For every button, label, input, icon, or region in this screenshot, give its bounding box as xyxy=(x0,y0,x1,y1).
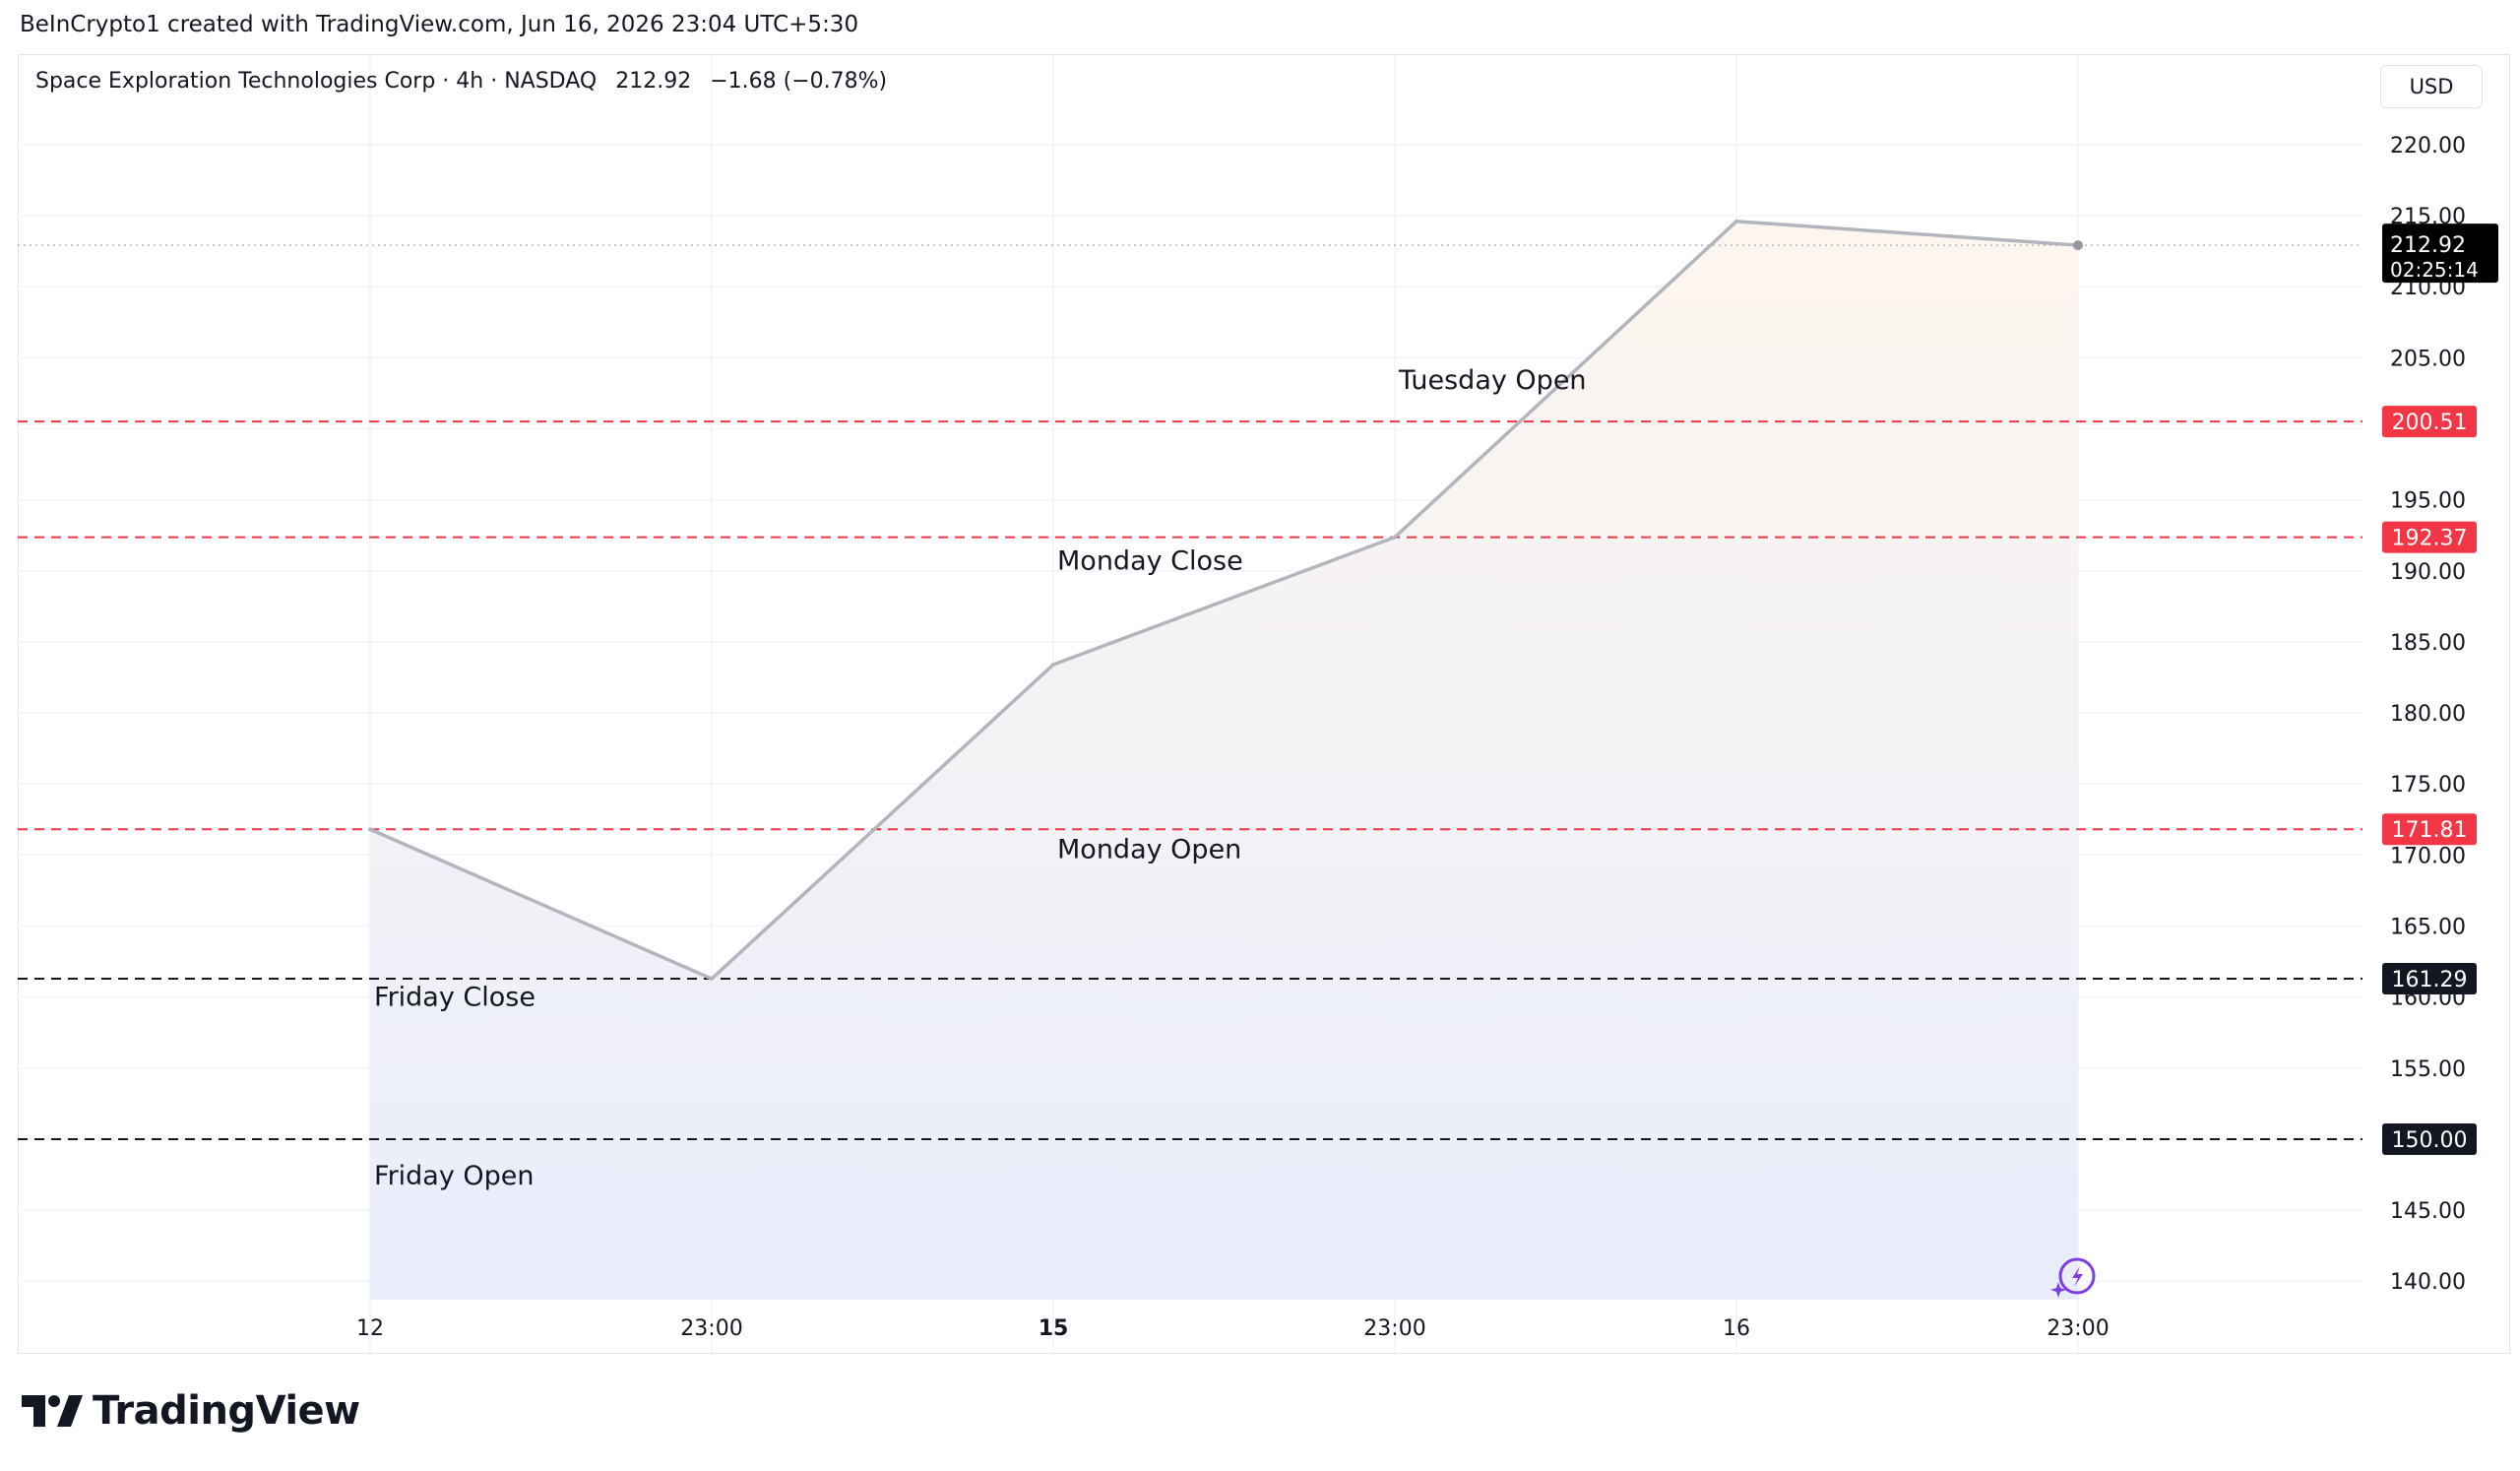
x-tick-label: 23:00 xyxy=(2047,1316,2109,1341)
annotations: Tuesday Open Monday Close Monday Open Frida… xyxy=(374,365,1587,1191)
countdown-label: 02:25:14 xyxy=(2390,258,2479,282)
brand-name: TradingView xyxy=(93,1388,360,1434)
tradingview-logo[interactable]: TradingView xyxy=(22,1388,360,1434)
y-tick-label: 170.00 xyxy=(2390,844,2466,868)
level-badge xyxy=(2382,521,2477,553)
level-badge xyxy=(2382,813,2477,846)
chart-frame[interactable] xyxy=(18,54,2510,1354)
data-point[interactable] xyxy=(368,827,372,832)
price-axis[interactable]: 220.00215.00210.00205.00200.00195.00190.… xyxy=(2390,134,2466,1295)
price-badges: 200.51 192.37 171.81 161.29 150.00 212.9202:2… xyxy=(2382,224,2498,1155)
series-line[interactable] xyxy=(369,220,2079,981)
currency-button[interactable]: USD xyxy=(2380,65,2483,108)
legend-price: 212.92 xyxy=(615,69,692,94)
tradingview-logo-icon xyxy=(22,1395,83,1427)
x-tick-label: 16 xyxy=(1723,1316,1750,1341)
chart-credit: BeInCrypto1 created with TradingView.com… xyxy=(20,12,859,37)
area-fill-path xyxy=(370,221,2078,1301)
level-badge xyxy=(2382,406,2477,438)
data-point[interactable] xyxy=(1051,663,1055,668)
annotation-label: Friday Open xyxy=(374,1161,535,1191)
data-point[interactable] xyxy=(710,977,714,982)
data-point[interactable] xyxy=(1393,535,1397,540)
symbol-title: Space Exploration Technologies Corp · 4h… xyxy=(35,69,598,94)
area-fill xyxy=(370,221,2078,1301)
annotation-label: Friday Close xyxy=(374,982,536,1012)
y-tick-label: 185.00 xyxy=(2390,631,2466,656)
y-tick-label: 220.00 xyxy=(2390,134,2466,159)
y-tick-label: 145.00 xyxy=(2390,1199,2466,1224)
annotation-label: Monday Close xyxy=(1057,545,1243,576)
last-price-label: 212.92 xyxy=(2390,233,2466,258)
y-tick-label: 140.00 xyxy=(2390,1270,2466,1295)
spark-lightning-icon[interactable] xyxy=(2050,1257,2096,1298)
level-badge-label: 192.37 xyxy=(2392,527,2468,551)
level-badge xyxy=(2382,963,2477,995)
y-tick-label: 165.00 xyxy=(2390,916,2466,940)
data-point[interactable] xyxy=(1734,219,1738,224)
y-tick-label: 190.00 xyxy=(2390,560,2466,585)
level-badge-label: 200.51 xyxy=(2392,411,2468,435)
legend-change: −1.68 (−0.78%) xyxy=(710,69,888,94)
last-price-badge xyxy=(2382,224,2498,284)
y-tick-label: 195.00 xyxy=(2390,489,2466,514)
time-axis[interactable]: 12 23:00 15 23:00 16 23:00 xyxy=(356,1316,2110,1341)
y-tick-label: 155.00 xyxy=(2390,1057,2466,1082)
x-tick-label: 23:00 xyxy=(680,1316,742,1341)
last-price-dot xyxy=(2073,240,2083,251)
x-tick-label: 23:00 xyxy=(1363,1316,1425,1341)
symbol-legend[interactable]: Space Exploration Technologies Corp · 4h… xyxy=(35,69,887,94)
price-line[interactable] xyxy=(368,219,2083,982)
y-tick-label: 205.00 xyxy=(2390,347,2466,371)
level-badge-label: 171.81 xyxy=(2392,818,2468,843)
horizontal-levels[interactable] xyxy=(18,244,2362,1140)
y-tick-label: 180.00 xyxy=(2390,702,2466,727)
x-tick-label: 15 xyxy=(1039,1316,1069,1341)
annotation-label: Tuesday Open xyxy=(1398,365,1587,396)
level-badge xyxy=(2382,1122,2477,1155)
y-tick-label: 175.00 xyxy=(2390,773,2466,798)
x-tick-label: 12 xyxy=(356,1316,384,1341)
level-badge-label: 161.29 xyxy=(2392,968,2468,992)
level-badge-label: 150.00 xyxy=(2392,1128,2468,1153)
annotation-label: Monday Open xyxy=(1057,834,1241,864)
